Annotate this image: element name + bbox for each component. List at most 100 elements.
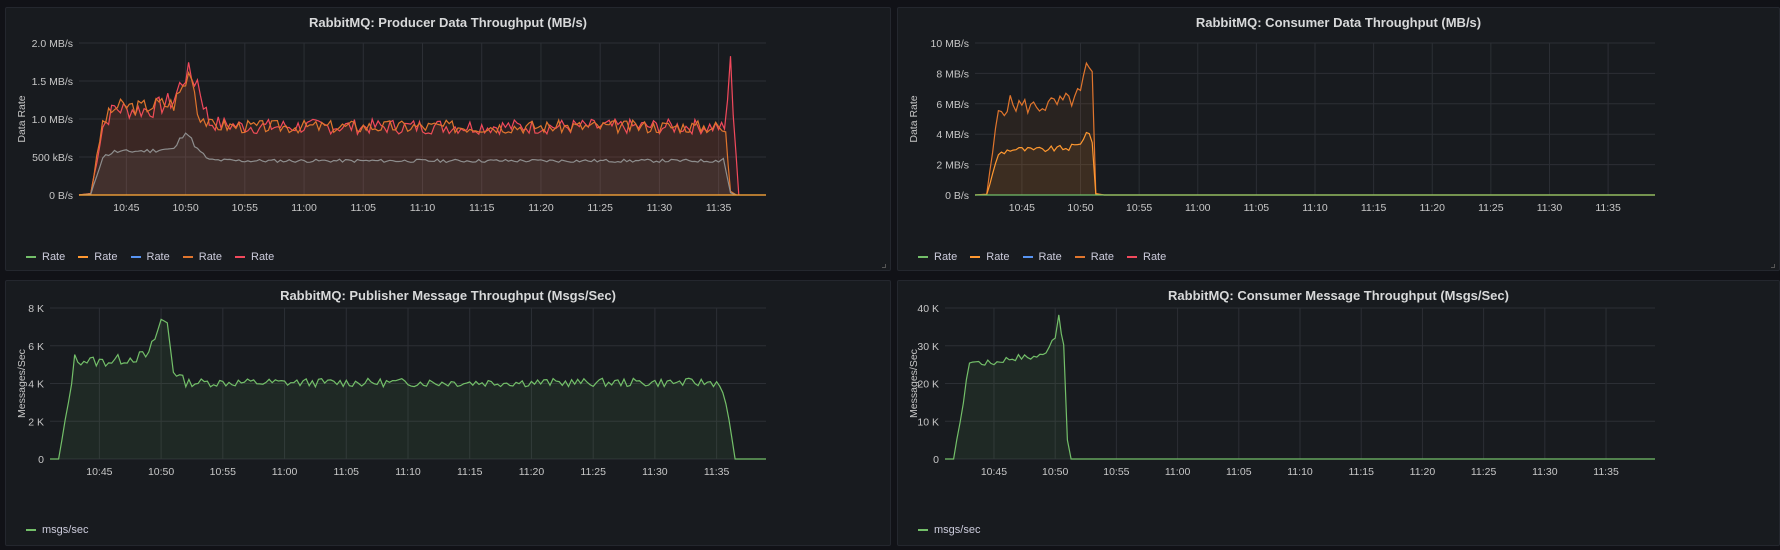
x-tick-label: 11:10 bbox=[410, 202, 436, 214]
x-tick-label: 11:00 bbox=[1165, 466, 1191, 478]
legend-swatch bbox=[918, 529, 928, 531]
resize-handle[interactable] bbox=[882, 264, 886, 268]
legend-item[interactable]: Rate bbox=[235, 251, 274, 263]
panel-producer-data: RabbitMQ: Producer Data Throughput (MB/s… bbox=[5, 7, 891, 271]
legend-swatch bbox=[918, 256, 928, 258]
y-tick-label: 4 MB/s bbox=[936, 129, 969, 141]
panel-title[interactable]: RabbitMQ: Producer Data Throughput (MB/s… bbox=[308, 15, 588, 30]
x-tick-label: 11:05 bbox=[334, 466, 360, 478]
x-tick-label: 10:50 bbox=[148, 466, 174, 478]
legend-item[interactable]: Rate bbox=[1074, 251, 1114, 263]
y-axis-label: Data Rate bbox=[908, 95, 920, 142]
x-tick-label: 11:15 bbox=[469, 202, 495, 214]
x-tick-label: 11:20 bbox=[519, 466, 545, 478]
x-tick-label: 11:15 bbox=[1348, 466, 1374, 478]
x-tick-label: 11:20 bbox=[1410, 466, 1436, 478]
x-tick-label: 11:00 bbox=[272, 466, 298, 478]
x-tick-label: 10:55 bbox=[1103, 466, 1129, 478]
legend-label: Rate bbox=[198, 251, 222, 263]
legend-swatch bbox=[26, 529, 36, 531]
x-tick-label: 11:15 bbox=[457, 466, 483, 478]
x-tick-label: 10:55 bbox=[232, 202, 258, 214]
legend: Rate Rate Rate Rate Rate bbox=[918, 251, 1166, 263]
series-area bbox=[79, 133, 737, 195]
plot-group: 0 10 K 20 K 30 K 40 K 10:45 10:50 10:55 11:00 11:… bbox=[908, 303, 1655, 478]
y-axis-label: Data Rate bbox=[16, 95, 28, 142]
legend-label: Rate bbox=[1090, 251, 1114, 263]
producer-data-chart: 0 B/s 500 kB/s 1.0 MB/s 1.5 MB/s 2.0 MB/s 10:… bbox=[16, 38, 766, 214]
legend-item[interactable]: Rate bbox=[970, 251, 1010, 263]
legend-item[interactable]: msgs/sec bbox=[918, 524, 980, 536]
legend-label: Rate bbox=[42, 251, 66, 263]
legend-swatch bbox=[1127, 256, 1137, 258]
x-tick-label: 11:15 bbox=[1361, 202, 1387, 214]
series-area bbox=[975, 63, 1655, 195]
x-tick-label: 11:25 bbox=[587, 202, 613, 214]
x-tick-label: 11:10 bbox=[395, 466, 421, 478]
x-tick-label: 11:00 bbox=[1185, 202, 1211, 214]
y-tick-label: 1.5 MB/s bbox=[32, 76, 73, 88]
x-tick-label: 10:50 bbox=[1042, 466, 1068, 478]
legend-swatch bbox=[1074, 256, 1085, 258]
x-tick-label: 11:20 bbox=[1419, 202, 1445, 214]
legend-item[interactable]: Rate bbox=[130, 251, 170, 263]
y-tick-label: 8 K bbox=[28, 303, 44, 315]
x-tick-label: 10:55 bbox=[210, 466, 236, 478]
x-tick-label: 11:10 bbox=[1302, 202, 1328, 214]
resize-handle[interactable] bbox=[1771, 264, 1775, 268]
consumer-msgs-chart: 0 10 K 20 K 30 K 40 K 10:45 10:50 10:55 11:00 11:… bbox=[908, 303, 1655, 478]
legend-label: Rate bbox=[146, 251, 170, 263]
x-tick-label: 11:30 bbox=[642, 466, 668, 478]
legend-item[interactable]: Rate bbox=[26, 251, 65, 263]
y-tick-label: 6 K bbox=[28, 341, 44, 353]
x-tick-label: 11:25 bbox=[1478, 202, 1504, 214]
y-tick-label: 0 B/s bbox=[945, 190, 969, 202]
series-area bbox=[975, 132, 1655, 195]
series-line bbox=[78, 56, 740, 196]
x-tick-label: 11:30 bbox=[1532, 466, 1558, 478]
panel-consumer-data: RabbitMQ: Consumer Data Throughput (MB/s… bbox=[897, 7, 1780, 271]
panel-title[interactable]: RabbitMQ: Consumer Message Throughput (M… bbox=[1168, 288, 1509, 303]
x-tick-label: 10:45 bbox=[981, 466, 1007, 478]
legend-item[interactable]: Rate bbox=[182, 251, 222, 263]
legend-swatch bbox=[26, 256, 36, 258]
legend-label: msgs/sec bbox=[934, 524, 981, 536]
legend-label: Rate bbox=[1038, 251, 1062, 263]
publisher-msgs-chart: 0 2 K 4 K 6 K 8 K 10:45 10:50 10:55 11:00 11:05 11… bbox=[16, 303, 766, 478]
consumer-data-chart: 0 B/s 2 MB/s 4 MB/s 6 MB/s 8 MB/s 10 MB/s 10:4… bbox=[908, 38, 1655, 214]
series-area bbox=[945, 314, 1655, 459]
x-tick-label: 11:20 bbox=[528, 202, 554, 214]
y-tick-label: 40 K bbox=[917, 303, 939, 315]
y-tick-label: 4 K bbox=[28, 379, 44, 391]
legend-swatch bbox=[970, 256, 981, 258]
x-tick-label: 11:35 bbox=[1593, 466, 1619, 478]
x-tick-label: 11:30 bbox=[647, 202, 673, 214]
legend-label: Rate bbox=[251, 251, 275, 263]
x-tick-label: 11:25 bbox=[1471, 466, 1497, 478]
series-line bbox=[78, 70, 737, 196]
panel-title[interactable]: RabbitMQ: Consumer Data Throughput (MB/s… bbox=[1195, 15, 1482, 30]
x-tick-label: 11:25 bbox=[580, 466, 606, 478]
grid bbox=[50, 307, 766, 460]
y-tick-label: 30 K bbox=[917, 341, 939, 353]
y-tick-label: 1.0 MB/s bbox=[32, 114, 73, 126]
x-tick-label: 11:05 bbox=[1244, 202, 1270, 214]
y-tick-label: 2 MB/s bbox=[936, 160, 969, 172]
legend-swatch bbox=[78, 256, 89, 258]
legend-label: Rate bbox=[1143, 251, 1167, 263]
y-tick-label: 2.0 MB/s bbox=[32, 38, 73, 50]
legend-item[interactable]: Rate bbox=[1127, 251, 1166, 263]
legend-item[interactable]: Rate bbox=[78, 251, 118, 263]
legend-item[interactable]: Rate bbox=[918, 251, 957, 263]
panel-title[interactable]: RabbitMQ: Publisher Message Throughput (… bbox=[280, 288, 616, 303]
series-line bbox=[50, 318, 766, 460]
legend: Rate Rate Rate Rate Rate bbox=[26, 251, 274, 263]
series-line bbox=[945, 314, 1655, 460]
x-tick-label: 11:10 bbox=[1287, 466, 1313, 478]
x-tick-label: 10:50 bbox=[172, 202, 198, 214]
legend-item[interactable]: msgs/sec bbox=[26, 524, 88, 536]
x-tick-label: 11:30 bbox=[1537, 202, 1563, 214]
legend-swatch bbox=[1022, 256, 1033, 258]
x-tick-label: 11:05 bbox=[1226, 466, 1252, 478]
legend-item[interactable]: Rate bbox=[1022, 251, 1062, 263]
